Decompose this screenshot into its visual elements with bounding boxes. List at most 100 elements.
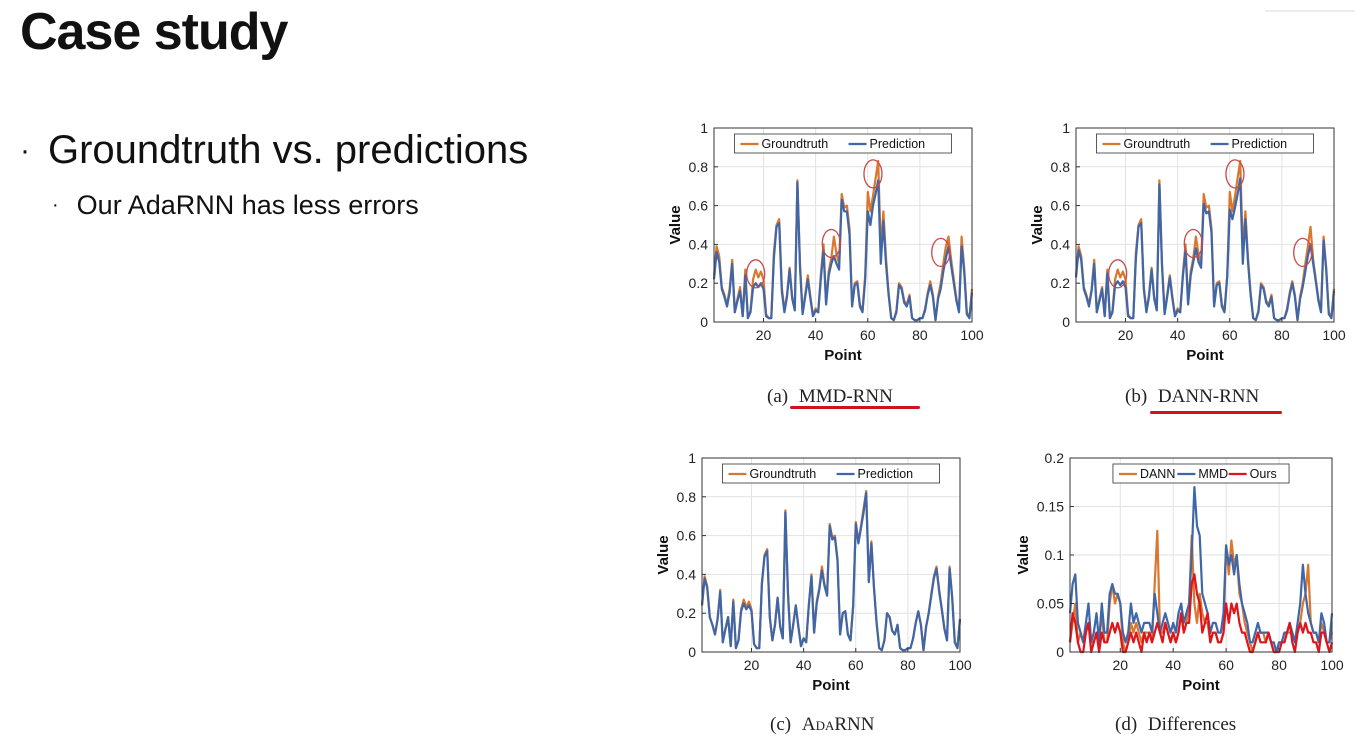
x-axis-label: Point — [1186, 347, 1224, 364]
legend: Groundtruth Prediction — [1096, 133, 1314, 154]
caption-a: (a) MMD-RNN — [767, 386, 893, 408]
chart-panel-a: 20 40 60 80 100 0 0.2 0.4 0.6 0.8 1 Point Value Groun… — [660, 118, 990, 370]
slide-title: Case study — [20, 3, 288, 61]
x-tick-label: 40 — [808, 327, 824, 343]
legend-label: Prediction — [858, 467, 914, 481]
highlight-circle — [1225, 159, 1245, 189]
y-tick-label: 0 — [1062, 314, 1070, 330]
bullet-1-text: Groundtruth vs. predictions — [48, 128, 529, 172]
x-tick-label: 20 — [756, 327, 772, 343]
caption-a-underline — [790, 406, 920, 409]
y-tick-label: 0 — [688, 644, 696, 660]
chart-panel-d: 20 40 60 80 100 0 0.05 0.1 0.15 0.2 Point Value DANN… — [1010, 448, 1350, 700]
axes-box — [1075, 127, 1335, 323]
bullet-level-2: · Our AdaRNN has less errors — [52, 190, 419, 221]
legend: Groundtruth Prediction — [734, 133, 952, 154]
caption-d-prefix: (d) — [1115, 714, 1138, 735]
y-tick-label: 0.4 — [689, 236, 709, 252]
y-tick-label: 0.6 — [689, 198, 709, 214]
x-tick-label: 100 — [1320, 657, 1344, 673]
x-tick-label: 80 — [1271, 657, 1287, 673]
series-line-prediction — [1074, 177, 1336, 322]
y-tick-label: 0.6 — [1051, 198, 1071, 214]
legend-box — [734, 133, 952, 154]
chart-a-svg: 20 40 60 80 100 0 0.2 0.4 0.6 0.8 1 Point Value Groun… — [667, 120, 984, 364]
chart-d-svg: 20 40 60 80 100 0 0.05 0.1 0.15 0.2 Point Value DANN… — [1015, 450, 1344, 694]
y-tick-label: 0.2 — [677, 605, 697, 621]
caption-d: (d) Differences — [1115, 714, 1236, 736]
y-axis-label: Value — [655, 535, 672, 574]
y-tick-label: 0 — [700, 314, 708, 330]
y-tick-label: 1 — [1062, 120, 1070, 136]
x-axis-label: Point — [1182, 677, 1220, 694]
caption-c-prefix: (c) — [770, 714, 792, 735]
x-tick-label: 60 — [1218, 657, 1234, 673]
legend-label: Prediction — [1232, 137, 1288, 151]
chart-panel-c: 20 40 60 80 100 0 0.2 0.4 0.6 0.8 1 Point Value Groun… — [648, 448, 978, 700]
highlight-circle — [931, 237, 951, 268]
y-axis-label: Value — [667, 205, 684, 244]
corner-watermark — [1265, 0, 1355, 12]
legend-label: Ours — [1250, 467, 1277, 481]
y-tick-label: 0.6 — [677, 528, 697, 544]
caption-a-prefix: (a) — [767, 386, 789, 407]
highlight-circle — [746, 259, 766, 289]
bullet-dot: · — [52, 194, 59, 216]
y-tick-label: 0.2 — [1051, 275, 1071, 291]
series-line-prediction — [700, 491, 962, 652]
highlight-circle — [863, 159, 883, 189]
x-axis-label: Point — [824, 347, 862, 364]
x-tick-label: 40 — [1165, 657, 1181, 673]
x-tick-label: 20 — [744, 657, 760, 673]
legend-box — [1112, 463, 1290, 484]
y-tick-label: 0.4 — [1051, 236, 1071, 252]
legend-box — [1096, 133, 1314, 154]
x-tick-label: 20 — [1112, 657, 1128, 673]
legend-label: MMD — [1198, 467, 1228, 481]
caption-b-prefix: (b) — [1125, 386, 1148, 407]
x-tick-label: 80 — [1274, 327, 1290, 343]
legend-label: Groundtruth — [761, 137, 828, 151]
legend-box — [722, 463, 940, 484]
x-tick-label: 100 — [948, 657, 972, 673]
series-line-ours — [1068, 573, 1334, 654]
legend: Groundtruth Prediction — [722, 463, 940, 484]
bullet-dot: · — [20, 133, 30, 167]
x-tick-label: 40 — [1170, 327, 1186, 343]
caption-b: (b) DANN-RNN — [1125, 386, 1259, 408]
x-tick-label: 80 — [900, 657, 916, 673]
axes-box — [713, 127, 973, 323]
caption-a-name: MMD-RNN — [798, 386, 893, 407]
chart-b-svg: 20 40 60 80 100 0 0.2 0.4 0.6 0.8 1 Point Value Groun… — [1029, 120, 1346, 364]
y-tick-label: 0.8 — [677, 489, 697, 505]
y-tick-label: 0.8 — [689, 159, 709, 175]
legend-label: Groundtruth — [1123, 137, 1190, 151]
y-tick-label: 0.2 — [1045, 450, 1065, 466]
y-tick-label: 1 — [688, 450, 696, 466]
series-line-prediction — [712, 179, 974, 322]
x-tick-label: 60 — [848, 657, 864, 673]
legend: DANN MMD Ours — [1112, 463, 1290, 484]
legend-label: Prediction — [870, 137, 926, 151]
x-tick-label: 40 — [796, 657, 812, 673]
caption-d-name: Differences — [1147, 714, 1237, 735]
highlight-circle — [1293, 237, 1313, 268]
highlight-circle — [1183, 228, 1203, 259]
y-tick-label: 0.15 — [1037, 499, 1064, 515]
axes-box — [701, 457, 961, 653]
caption-c: (c) AdaRNN — [770, 714, 874, 736]
y-tick-label: 0.4 — [677, 566, 697, 582]
y-tick-label: 0.2 — [689, 275, 709, 291]
legend-label: Groundtruth — [749, 467, 816, 481]
y-tick-label: 0.1 — [1045, 547, 1065, 563]
x-tick-label: 100 — [1322, 327, 1346, 343]
y-axis-label: Value — [1029, 205, 1046, 244]
x-tick-label: 100 — [960, 327, 984, 343]
y-tick-label: 0.05 — [1037, 596, 1064, 612]
caption-b-underline — [1150, 411, 1282, 414]
y-axis-label: Value — [1015, 535, 1032, 574]
x-tick-label: 20 — [1118, 327, 1134, 343]
x-tick-label: 60 — [860, 327, 876, 343]
highlight-circle — [1108, 259, 1128, 289]
caption-c-name: AdaRNN — [801, 714, 875, 735]
